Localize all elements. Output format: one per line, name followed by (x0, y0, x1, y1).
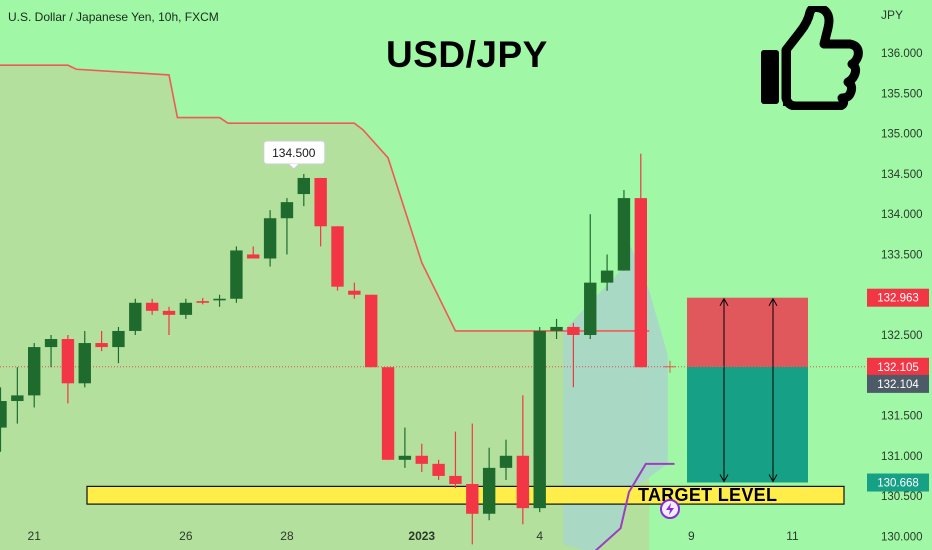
candle-body (297, 177, 310, 195)
candle-body (145, 302, 159, 311)
zone-arrow-head-up-2 (768, 297, 778, 306)
candle-body (0, 401, 7, 428)
candle-body (196, 301, 209, 303)
candle-body (533, 330, 546, 509)
x-tick-label: 9 (688, 529, 695, 543)
x-tick-label: 26 (179, 529, 193, 543)
x-tick-label: 28 (280, 529, 294, 543)
candle-body (584, 282, 597, 335)
candle-body (314, 177, 327, 227)
candle-body (247, 254, 260, 259)
candle-body (550, 326, 563, 331)
stop-zone (687, 297, 808, 367)
high-label-text: 134.500 (272, 146, 316, 160)
trailing-stop-line (0, 64, 650, 332)
candle-body (348, 290, 361, 295)
candle-body (263, 218, 277, 259)
y-tick-label: 134.000 (881, 209, 923, 221)
x-tick-label: 4 (536, 529, 543, 543)
price-tag (867, 374, 929, 393)
candle-body (230, 250, 243, 299)
candle-body (61, 339, 75, 384)
candle-body (112, 330, 125, 348)
candle-body (213, 298, 226, 301)
x-tick-label: 11 (786, 529, 799, 543)
candle-body (365, 294, 378, 368)
candle-body (432, 463, 445, 476)
zone-arrow-head-up-1 (719, 297, 729, 306)
candle-body (78, 343, 91, 384)
y-axis-unit: JPY (881, 8, 903, 22)
purple-line (594, 462, 675, 550)
candle-body (129, 302, 142, 331)
candle-body (162, 310, 176, 315)
price-tag-label: 132.963 (877, 293, 919, 305)
y-tick-label: 135.000 (881, 129, 923, 141)
candle-body (449, 475, 462, 484)
symbol-title: U.S. Dollar / Japanese Yen, 10h, FXCM (8, 10, 219, 24)
y-tick-label: 130.500 (881, 491, 923, 503)
candle-body (466, 483, 479, 514)
chart-headline: USD/JPY (386, 34, 548, 75)
zone-arrow-head-down-1 (719, 474, 729, 483)
y-tick-label: 132.500 (881, 330, 923, 342)
candle-body (44, 339, 58, 348)
y-tick-label: 134.500 (881, 169, 923, 181)
candle-body (516, 455, 530, 509)
candle-body (28, 347, 41, 396)
candle-body (600, 270, 614, 283)
trail-shade (0, 65, 650, 550)
y-tick-label: 131.500 (881, 411, 923, 423)
candle-body (482, 467, 496, 514)
thumbs-up-icon (761, 6, 863, 110)
candle-body (95, 343, 108, 348)
price-tag (867, 473, 929, 492)
candle-body (381, 367, 395, 460)
x-tick-label: 2023 (408, 529, 435, 543)
y-tick-label: 131.000 (881, 451, 923, 463)
candle-body (415, 455, 428, 464)
candle-body (499, 455, 513, 468)
candle-body (617, 198, 631, 271)
price-tag (867, 357, 929, 376)
y-tick-label: 135.500 (881, 88, 923, 100)
candle-body (567, 326, 580, 335)
zone-arrow-head-down-2 (768, 474, 778, 483)
price-tag-label: 132.105 (877, 362, 919, 374)
y-tick-label: 130.000 (881, 531, 923, 543)
x-tick-label: 21 (28, 529, 42, 543)
price-tag (867, 288, 929, 307)
high-label-pointer (288, 163, 300, 170)
candle-body (280, 202, 294, 219)
price-tag-label: 132.104 (877, 379, 919, 391)
target-level-label: TARGET LEVEL (638, 485, 778, 505)
price-tag-label: 130.668 (877, 478, 919, 490)
candle-body (179, 302, 193, 315)
lightning-icon[interactable] (660, 499, 680, 519)
y-tick-label: 136.000 (881, 48, 923, 60)
target-band (86, 485, 845, 505)
target-zone (687, 366, 808, 483)
y-tick-label: 133.500 (881, 249, 923, 261)
candle-body (398, 455, 412, 460)
candle-body (11, 395, 24, 402)
candle-body (331, 226, 344, 287)
candle-body (634, 198, 647, 368)
